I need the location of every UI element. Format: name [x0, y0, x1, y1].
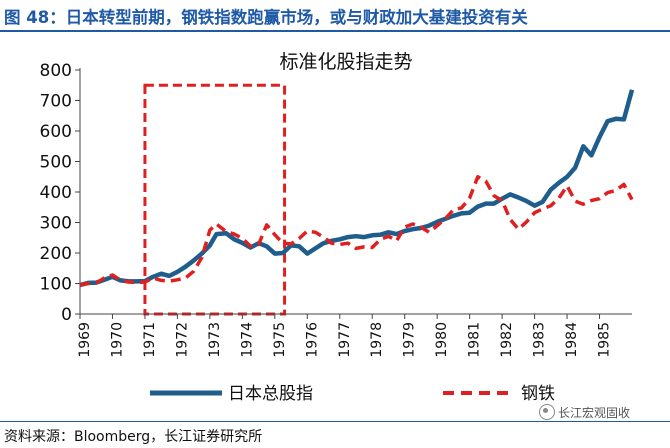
x-tick-label: 1972	[174, 322, 190, 358]
x-tick-label: 1981	[467, 322, 483, 358]
x-tick-label: 1983	[532, 322, 548, 358]
axes: 0 100 200 300 400 500 600 700 800 1969 1970 1971 197…	[40, 61, 632, 358]
figure-title: 图 48：日本转型前期，钢铁指数跑赢市场，或与财政加大基建投资有关	[4, 8, 528, 27]
footer-divider	[0, 421, 670, 422]
x-tick-label: 1975	[272, 322, 288, 358]
highlight-box-layer	[143, 83, 287, 316]
y-tick-label: 100	[40, 275, 72, 295]
y-tick-label: 400	[40, 183, 72, 203]
series-line-steel	[79, 175, 634, 287]
x-tick-label: 1970	[109, 322, 125, 358]
y-tick-label: 600	[40, 122, 72, 142]
legend: 日本总股指 钢铁	[150, 384, 555, 404]
legend-item-japan-index-label: 日本总股指	[228, 384, 313, 404]
x-tick-label: 1984	[564, 322, 580, 358]
y-tick-label: 500	[40, 153, 72, 173]
y-tick-label: 300	[40, 214, 72, 234]
series-layer	[79, 89, 635, 288]
watermark-text: 长江宏观固收	[558, 406, 631, 420]
chart-title: 标准化股指走势	[279, 51, 412, 73]
y-tick-label: 700	[40, 92, 72, 112]
x-tick-label: 1978	[369, 322, 385, 358]
x-tick-label: 1971	[142, 322, 158, 358]
x-tick-label: 1969	[77, 322, 93, 358]
x-tick-label: 1973	[207, 322, 223, 358]
wechat-icon	[539, 404, 555, 420]
x-tick-label: 1976	[304, 322, 320, 358]
x-tick-label: 1977	[337, 322, 353, 358]
chart: 标准化股指走势 0 100 200 300 400 500 600 700 800 1969 197…	[40, 51, 635, 404]
y-tick-label: 800	[40, 61, 72, 81]
x-tick-label: 1979	[402, 322, 418, 358]
watermark: 长江宏观固收	[537, 404, 633, 421]
x-tick-label: 1980	[434, 322, 450, 358]
x-tick-label: 1982	[499, 322, 515, 358]
legend-item-steel-label: 钢铁	[521, 384, 555, 404]
y-tick-label: 0	[61, 305, 72, 325]
source-note: 资料来源：Bloomberg，长江证券研究所	[4, 429, 263, 445]
x-tick-label: 1974	[239, 322, 255, 358]
y-tick-label: 200	[40, 244, 72, 264]
header-divider	[0, 30, 670, 32]
highlight-box	[143, 83, 287, 316]
series-line-japan-index	[79, 89, 635, 288]
x-tick-label: 1985	[597, 322, 613, 358]
